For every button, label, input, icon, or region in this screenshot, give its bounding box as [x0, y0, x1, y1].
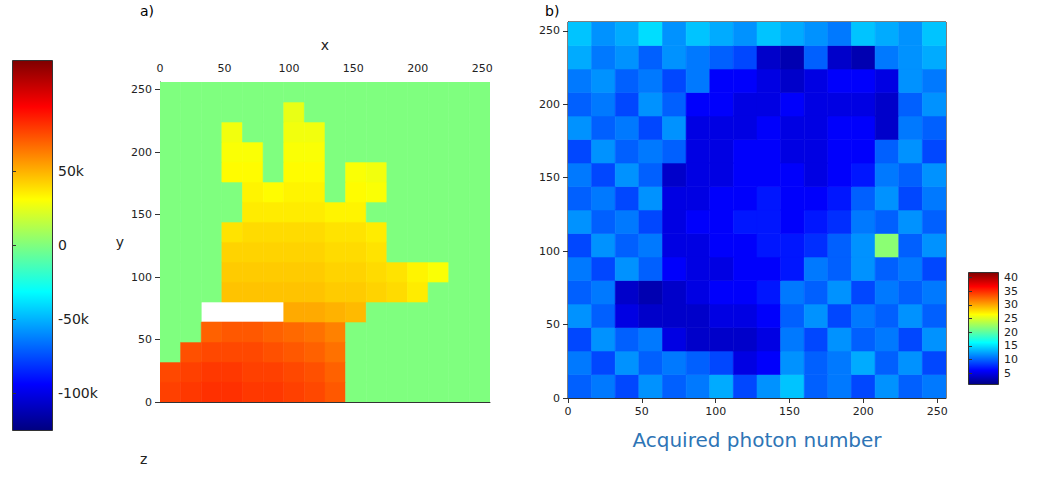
- svg-text:100: 100: [539, 245, 560, 258]
- svg-text:Acquired photon number: Acquired photon number: [632, 428, 882, 452]
- svg-text:0: 0: [565, 405, 572, 418]
- svg-text:200: 200: [407, 62, 428, 75]
- svg-text:5: 5: [1004, 367, 1011, 380]
- svg-text:-50k: -50k: [58, 311, 90, 327]
- svg-text:250: 250: [539, 24, 560, 37]
- svg-text:100: 100: [278, 62, 299, 75]
- svg-text:50: 50: [138, 333, 152, 346]
- svg-text:0: 0: [157, 62, 164, 75]
- svg-text:250: 250: [927, 405, 948, 418]
- svg-text:150: 150: [779, 405, 800, 418]
- svg-text:25: 25: [1004, 312, 1018, 325]
- svg-text:50: 50: [635, 405, 649, 418]
- svg-text:0: 0: [58, 237, 67, 253]
- svg-text:150: 150: [131, 208, 152, 221]
- svg-text:0: 0: [145, 396, 152, 409]
- svg-text:250: 250: [131, 83, 152, 96]
- svg-text:y: y: [116, 234, 124, 250]
- svg-text:20: 20: [1004, 326, 1018, 339]
- svg-text:50: 50: [546, 318, 560, 331]
- svg-text:a): a): [140, 3, 154, 19]
- svg-text:0: 0: [553, 392, 560, 405]
- svg-text:150: 150: [343, 62, 364, 75]
- svg-text:40: 40: [1004, 271, 1018, 284]
- svg-text:-100k: -100k: [58, 385, 99, 401]
- svg-text:50k: 50k: [58, 163, 85, 179]
- svg-text:50: 50: [217, 62, 231, 75]
- svg-text:15: 15: [1004, 339, 1018, 352]
- svg-text:z: z: [140, 451, 147, 467]
- svg-text:x: x: [321, 37, 329, 53]
- svg-text:35: 35: [1004, 285, 1018, 298]
- svg-text:200: 200: [539, 98, 560, 111]
- svg-text:250: 250: [472, 62, 493, 75]
- svg-text:10: 10: [1004, 353, 1018, 366]
- svg-text:b): b): [545, 3, 559, 19]
- svg-text:100: 100: [131, 271, 152, 284]
- svg-text:30: 30: [1004, 298, 1018, 311]
- svg-text:150: 150: [539, 171, 560, 184]
- svg-text:200: 200: [853, 405, 874, 418]
- svg-text:100: 100: [705, 405, 726, 418]
- svg-text:200: 200: [131, 146, 152, 159]
